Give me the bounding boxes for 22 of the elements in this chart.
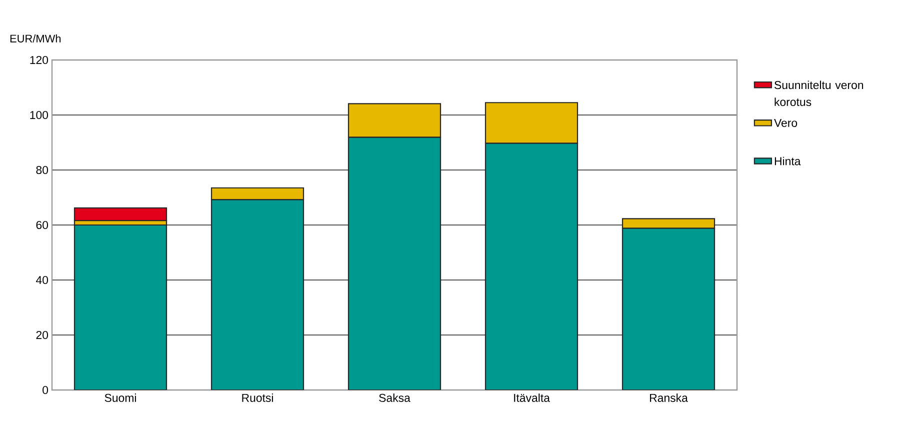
bar [74,207,168,222]
x-tick-label: Ruotsi [242,394,273,402]
y-axis-title: EUR/MWh [10,34,61,42]
y-tick-label: 80 [36,166,48,174]
y-tick-label: 40 [36,276,48,284]
y-tick-label: 100 [30,110,48,120]
legend-label: Suunniteltu veron korotus [774,80,864,106]
x-tick-label: Suomi [104,394,136,402]
bar [348,136,442,390]
x-tick-label: Ranska [650,394,688,402]
y-tick-label: 120 [30,56,48,64]
x-tick-label: Saksa [379,394,410,402]
bar [622,228,716,390]
legend-label: Vero [774,118,798,127]
y-tick-label: 60 [36,220,48,230]
x-tick-label: Itävalta [514,394,550,402]
bar [210,199,304,390]
legend-label: Hinta [774,156,801,166]
bar [486,143,578,390]
y-tick-label: 20 [36,330,48,340]
bar [74,224,168,390]
y-tick-label: 0 [42,386,48,394]
